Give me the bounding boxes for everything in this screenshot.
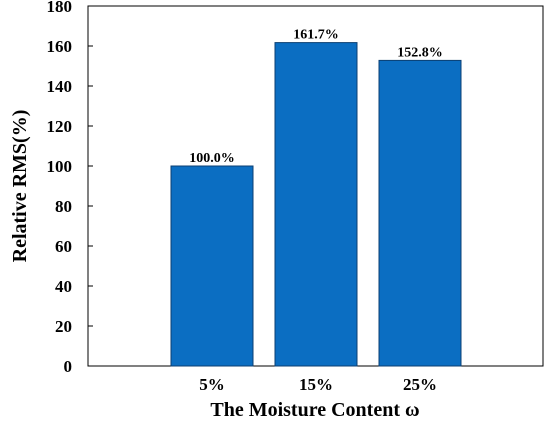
y-tick-label: 20 <box>55 317 72 336</box>
y-axis-ticks: 0 20 40 60 80 100 120 140 160 180 <box>47 0 93 376</box>
y-tick-label: 120 <box>47 117 73 136</box>
data-label: 161.7% <box>293 28 339 43</box>
x-tick-label: 5% <box>199 375 225 394</box>
y-tick-label: 140 <box>47 77 73 96</box>
x-axis-ticks: 5% 15% 25% <box>199 375 437 394</box>
y-tick-label: 180 <box>47 0 73 16</box>
y-tick-label: 160 <box>47 37 73 56</box>
data-label: 100.0% <box>189 151 235 166</box>
y-axis-title: Relative RMS(%) <box>9 110 31 263</box>
y-tick-label: 40 <box>55 277 72 296</box>
bar <box>274 42 358 367</box>
y-tick-label: 80 <box>55 197 72 216</box>
x-axis-title: The Moisture Content ω <box>210 399 419 421</box>
data-label: 152.8% <box>397 45 443 60</box>
bar <box>170 165 254 367</box>
y-tick-label: 0 <box>64 357 73 376</box>
y-tick-label: 100 <box>47 157 73 176</box>
bars: 100.0% 161.7% 152.8% <box>170 28 462 367</box>
x-tick-label: 15% <box>299 375 333 394</box>
y-tick-label: 60 <box>55 237 72 256</box>
bar <box>378 59 462 367</box>
x-tick-label: 25% <box>403 375 437 394</box>
